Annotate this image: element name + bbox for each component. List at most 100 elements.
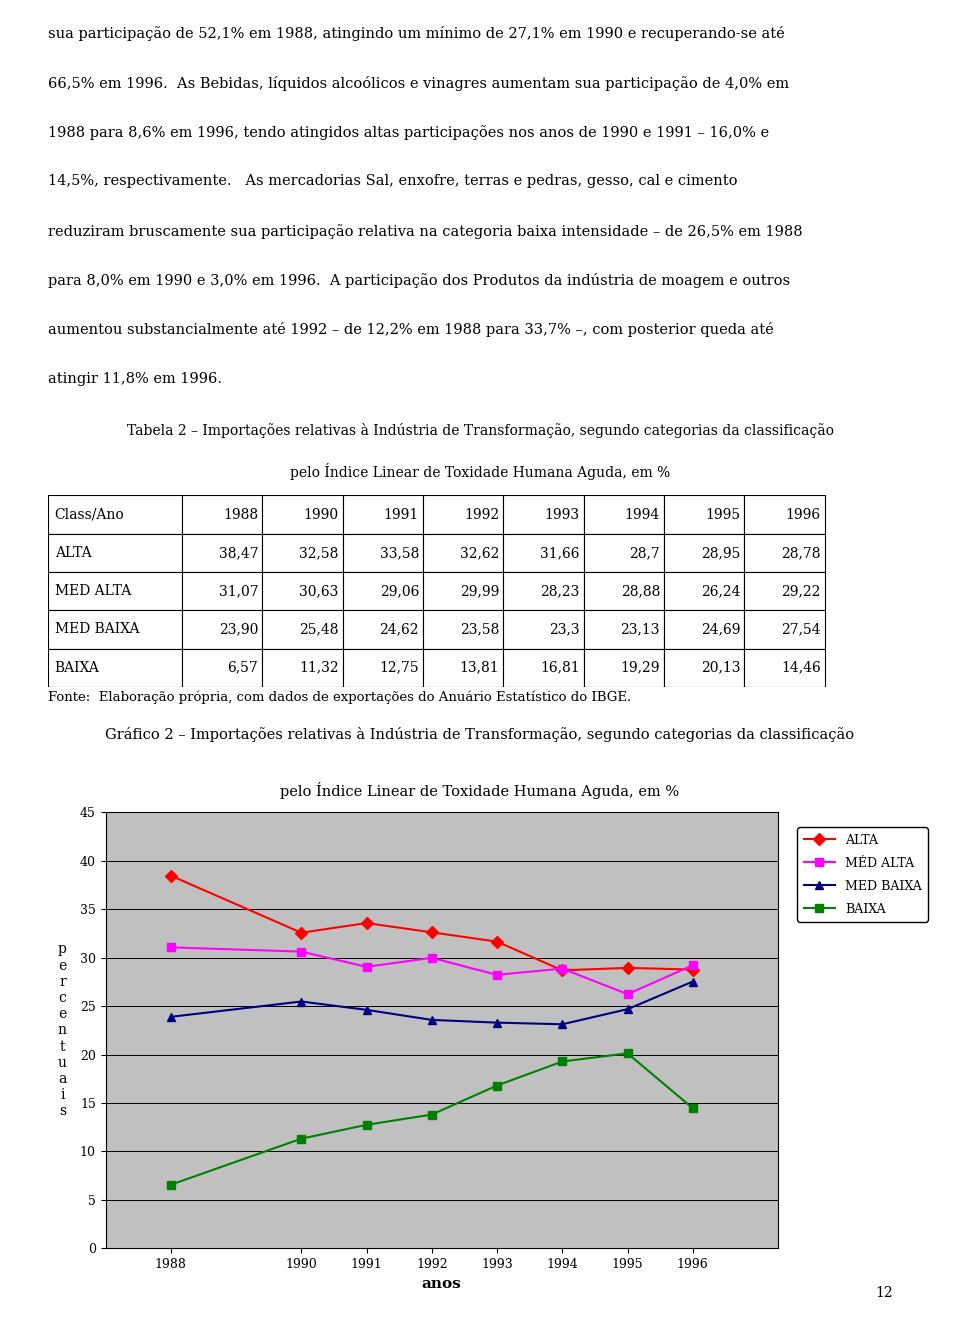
FancyBboxPatch shape [48, 610, 182, 649]
BAIXA [165, 1177, 177, 1193]
Text: MED BAIXA: MED BAIXA [55, 622, 139, 637]
MÉD ALTA [296, 943, 307, 959]
Text: 14,46: 14,46 [781, 660, 821, 675]
Text: 12: 12 [876, 1287, 893, 1300]
BAIXA [296, 1131, 307, 1147]
FancyBboxPatch shape [664, 649, 744, 687]
FancyBboxPatch shape [664, 495, 744, 534]
FancyBboxPatch shape [343, 534, 423, 572]
FancyBboxPatch shape [503, 610, 584, 649]
Legend: ALTA, MÉD ALTA, MED BAIXA, BAIXA: ALTA, MÉD ALTA, MED BAIXA, BAIXA [798, 827, 927, 922]
FancyBboxPatch shape [182, 495, 262, 534]
Text: 28,78: 28,78 [781, 546, 821, 560]
FancyBboxPatch shape [664, 534, 744, 572]
ALTA [557, 963, 568, 979]
Text: 31,66: 31,66 [540, 546, 580, 560]
Text: 25,48: 25,48 [300, 622, 339, 637]
Text: 28,88: 28,88 [620, 584, 660, 598]
FancyBboxPatch shape [48, 534, 182, 572]
Text: 24,62: 24,62 [379, 622, 419, 637]
FancyBboxPatch shape [584, 572, 664, 610]
Text: 11,32: 11,32 [299, 660, 339, 675]
FancyBboxPatch shape [48, 649, 182, 687]
FancyBboxPatch shape [343, 495, 423, 534]
FancyBboxPatch shape [423, 572, 503, 610]
X-axis label: anos: anos [421, 1276, 462, 1291]
Text: 20,13: 20,13 [701, 660, 740, 675]
FancyBboxPatch shape [262, 572, 343, 610]
FancyBboxPatch shape [744, 534, 825, 572]
FancyBboxPatch shape [343, 572, 423, 610]
FancyBboxPatch shape [262, 495, 343, 534]
Text: 28,23: 28,23 [540, 584, 580, 598]
Text: 23,13: 23,13 [620, 622, 660, 637]
Text: 30,63: 30,63 [300, 584, 339, 598]
MÉD ALTA [426, 950, 438, 966]
MED BAIXA [557, 1016, 568, 1032]
MÉD ALTA [687, 958, 699, 974]
Text: 16,81: 16,81 [540, 660, 580, 675]
Text: pelo Índice Linear de Toxidade Humana Aguda, em %: pelo Índice Linear de Toxidade Humana Ag… [280, 782, 680, 799]
FancyBboxPatch shape [664, 610, 744, 649]
BAIXA [557, 1054, 568, 1070]
Text: 1990: 1990 [303, 507, 339, 522]
FancyBboxPatch shape [262, 610, 343, 649]
Text: 1995: 1995 [706, 507, 740, 522]
FancyBboxPatch shape [343, 610, 423, 649]
MÉD ALTA [622, 987, 634, 1003]
FancyBboxPatch shape [584, 610, 664, 649]
Text: reduziram bruscamente sua participação relativa na categoria baixa intensidade –: reduziram bruscamente sua participação r… [48, 223, 803, 239]
Text: MED ALTA: MED ALTA [55, 584, 131, 598]
Text: 19,29: 19,29 [620, 660, 660, 675]
Text: 31,07: 31,07 [219, 584, 258, 598]
Text: 1988: 1988 [223, 507, 258, 522]
FancyBboxPatch shape [664, 572, 744, 610]
Text: 1994: 1994 [625, 507, 660, 522]
Text: atingir 11,8% em 1996.: atingir 11,8% em 1996. [48, 371, 222, 386]
Text: pelo Índice Linear de Toxidade Humana Aguda, em %: pelo Índice Linear de Toxidade Humana Ag… [290, 462, 670, 480]
FancyBboxPatch shape [48, 495, 182, 534]
Text: 14,5%, respectivamente.   As mercadorias Sal, enxofre, terras e pedras, gesso, c: 14,5%, respectivamente. As mercadorias S… [48, 174, 737, 189]
FancyBboxPatch shape [48, 572, 182, 610]
Text: 24,69: 24,69 [701, 622, 740, 637]
Text: 28,95: 28,95 [701, 546, 740, 560]
ALTA [361, 915, 372, 931]
BAIXA [492, 1078, 503, 1094]
FancyBboxPatch shape [343, 649, 423, 687]
FancyBboxPatch shape [262, 649, 343, 687]
Text: Gráfico 2 – Importações relativas à Indústria de Transformação, segundo categori: Gráfico 2 – Importações relativas à Indú… [106, 727, 854, 741]
Text: Fonte:  Elaboração própria, com dados de exportações do Anuário Estatístico do I: Fonte: Elaboração própria, com dados de … [48, 691, 632, 704]
BAIXA [687, 1100, 699, 1116]
Text: 23,58: 23,58 [460, 622, 499, 637]
MÉD ALTA [361, 959, 372, 975]
FancyBboxPatch shape [584, 649, 664, 687]
MED BAIXA [361, 1001, 372, 1017]
MED BAIXA [426, 1012, 438, 1028]
FancyBboxPatch shape [423, 610, 503, 649]
ALTA [296, 925, 307, 941]
Text: sua participação de 52,1% em 1988, atingindo um mínimo de 27,1% em 1990 e recupe: sua participação de 52,1% em 1988, ating… [48, 26, 784, 41]
MED BAIXA [165, 1009, 177, 1025]
ALTA [492, 934, 503, 950]
Text: 1996: 1996 [785, 507, 821, 522]
Text: 1988 para 8,6% em 1996, tendo atingidos altas participações nos anos de 1990 e 1: 1988 para 8,6% em 1996, tendo atingidos … [48, 125, 769, 140]
ALTA [165, 868, 177, 884]
MÉD ALTA [165, 939, 177, 955]
FancyBboxPatch shape [503, 649, 584, 687]
FancyBboxPatch shape [423, 495, 503, 534]
Line: ALTA: ALTA [167, 872, 697, 975]
MED BAIXA [687, 974, 699, 989]
Text: 12,75: 12,75 [379, 660, 419, 675]
Text: 33,58: 33,58 [379, 546, 419, 560]
FancyBboxPatch shape [503, 495, 584, 534]
MED BAIXA [492, 1015, 503, 1030]
Text: Class/Ano: Class/Ano [55, 507, 125, 522]
Text: 32,62: 32,62 [460, 546, 499, 560]
FancyBboxPatch shape [423, 534, 503, 572]
Text: 38,47: 38,47 [219, 546, 258, 560]
ALTA [622, 960, 634, 976]
BAIXA [622, 1045, 634, 1061]
Text: 29,22: 29,22 [781, 584, 821, 598]
FancyBboxPatch shape [584, 534, 664, 572]
Text: 23,3: 23,3 [549, 622, 580, 637]
